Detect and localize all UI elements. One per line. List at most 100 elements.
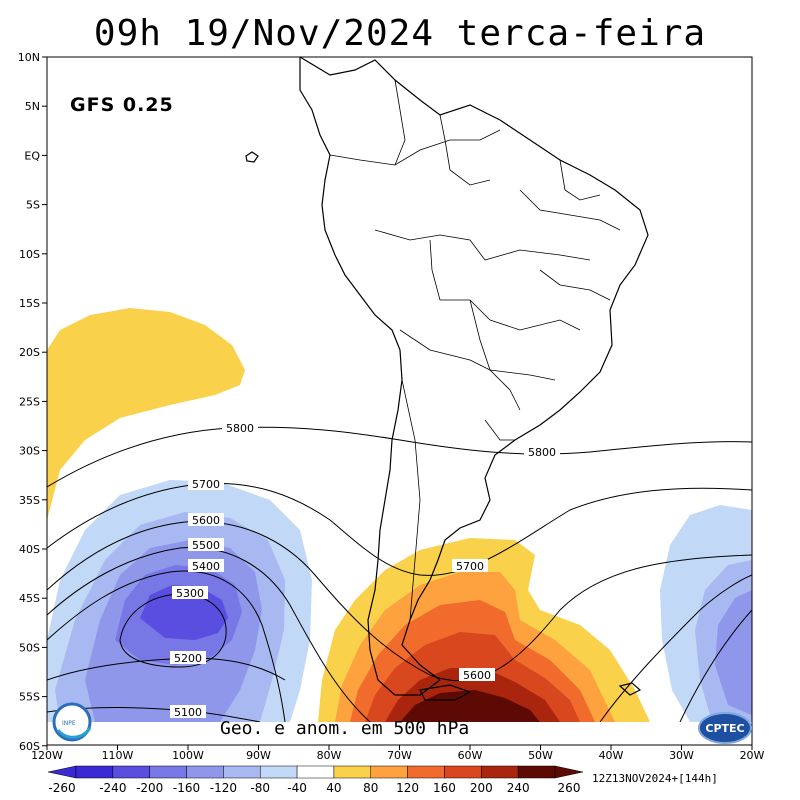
border-15 <box>484 419 515 441</box>
border-10 <box>559 159 601 201</box>
colorbar-label: 160 <box>433 781 456 795</box>
contour-5500-east <box>599 574 752 722</box>
lat-label: 45S <box>19 592 40 605</box>
border-13 <box>439 114 491 186</box>
colorbar-label: -40 <box>287 781 307 795</box>
contour-label-5600b: 5600 <box>463 669 491 682</box>
lat-label: 30S <box>19 445 40 458</box>
contour-5400 <box>47 570 286 722</box>
border-12 <box>539 269 611 301</box>
run-info: 12Z13NOV2024+[144h] <box>592 772 718 785</box>
cptec-logo-text: CPTEC <box>705 722 744 735</box>
contour-label-5400: 5400 <box>192 560 220 573</box>
lon-label: 20W <box>740 749 765 762</box>
colorbar-label: 200 <box>470 781 493 795</box>
colorbar-label: -80 <box>250 781 270 795</box>
lon-label: 100W <box>172 749 204 762</box>
border-5 <box>489 319 581 331</box>
colorbar-label: -120 <box>210 781 237 795</box>
colorbar-swatch <box>333 765 372 779</box>
coastlines <box>245 57 649 701</box>
contour-5400-east <box>679 609 752 722</box>
lon-label: 40W <box>599 749 624 762</box>
falklands <box>618 682 642 696</box>
colorbar-swatch <box>75 765 114 779</box>
colorbar-swatch <box>517 765 556 779</box>
colorbar-label: 40 <box>326 781 341 795</box>
colorbar-swatch <box>296 765 335 779</box>
colorbar-swatch <box>407 765 445 779</box>
contour-label-5200: 5200 <box>174 652 202 665</box>
colorbar-arrow-left <box>47 765 77 779</box>
colorbar-label: -200 <box>136 781 163 795</box>
cptec-logo: CPTEC <box>698 712 752 744</box>
model-label: GFS 0.25 <box>70 94 174 116</box>
contour-label-5600a: 5600 <box>192 514 220 527</box>
colorbar-label: 120 <box>396 781 419 795</box>
lat-label: 35S <box>19 494 40 507</box>
colorbar-label: 260 <box>558 781 581 795</box>
contour-5800 <box>47 426 752 488</box>
colorbar-swatch <box>370 765 408 779</box>
galapagos <box>245 151 259 163</box>
border-11 <box>519 189 621 231</box>
contour-label-group: 5800 5800 5700 5700 5600 5600 5500 5400 … <box>170 421 560 719</box>
colorbar-swatch <box>223 765 261 779</box>
colorbar-swatch <box>186 765 224 779</box>
contour-label-5500: 5500 <box>192 539 220 552</box>
contour-5600 <box>47 521 752 682</box>
lat-label: 20S <box>19 346 40 359</box>
border-14 <box>394 79 406 166</box>
border-9 <box>401 379 421 621</box>
field-description: Geo. e anom. em 500 hPa <box>220 718 470 739</box>
colorbar: -260 -240 -200 -160 -120 -80 -40 40 80 120 160 200 2… <box>47 765 584 795</box>
border-3 <box>429 239 491 321</box>
colorbar-swatch <box>444 765 482 779</box>
colorbar-label: -160 <box>173 781 200 795</box>
inpe-logo: INPE <box>52 702 92 742</box>
anomaly-positive-south-6 <box>400 690 540 722</box>
lat-label: 50S <box>19 641 40 654</box>
lon-label: 50W <box>528 749 553 762</box>
colorbar-swatch <box>112 765 150 779</box>
colorbar-label: -240 <box>99 781 126 795</box>
border-4 <box>484 249 591 261</box>
longitude-axis: 120W 110W 100W 90W 80W 70W 60W 50W 40W 30W 20W <box>31 745 765 762</box>
border-8 <box>399 329 491 371</box>
border-7 <box>489 369 556 381</box>
latitude-axis: 10N 5N EQ 5S 10S 15S 20S 25S 30S 35S 40S 45S 50S 55S 6… <box>18 51 47 753</box>
contour-5500 <box>47 547 371 722</box>
contour-5700 <box>47 482 752 576</box>
colorbar-label: 80 <box>363 781 378 795</box>
contour-label-5800b: 5800 <box>528 446 556 459</box>
lat-label: 60S <box>19 740 40 753</box>
bottom-strip <box>47 722 752 745</box>
colorbar-arrow-right <box>554 765 584 779</box>
lat-label: EQ <box>24 149 40 162</box>
lat-label: 5N <box>25 100 40 113</box>
political-borders <box>329 79 621 621</box>
contour-label-5800a: 5800 <box>226 422 254 435</box>
lon-label: 80W <box>317 749 342 762</box>
lon-label: 70W <box>387 749 412 762</box>
contour-5300 <box>119 593 227 668</box>
lat-label: 15S <box>19 297 40 310</box>
contour-label-5700a: 5700 <box>192 478 220 491</box>
lon-label: 60W <box>458 749 483 762</box>
lat-label: 10S <box>19 248 40 261</box>
lon-label: 90W <box>246 749 271 762</box>
lon-label: 30W <box>669 749 694 762</box>
contour-label-5300: 5300 <box>176 587 204 600</box>
border-1 <box>329 129 501 166</box>
colorbar-label: 240 <box>507 781 530 795</box>
map-title: 09h 19/Nov/2024 terca-feira <box>93 13 707 54</box>
colorbar-swatch <box>481 765 519 779</box>
south-america-outline <box>299 57 649 696</box>
lat-label: 40S <box>19 543 40 556</box>
lon-label: 110W <box>102 749 134 762</box>
contour-label-5100: 5100 <box>174 706 202 719</box>
lat-label: 10N <box>18 51 40 64</box>
lat-label: 5S <box>26 199 40 212</box>
